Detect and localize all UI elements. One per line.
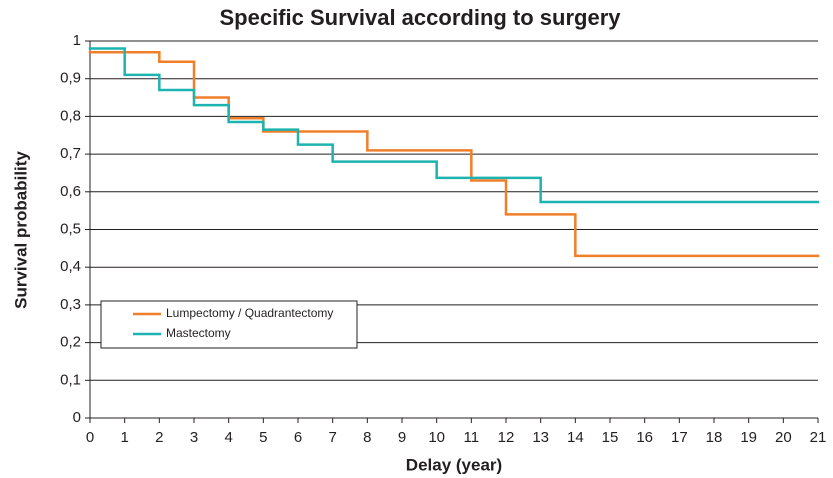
y-axis-label: Survival probability: [11, 151, 30, 309]
x-tick-label: 19: [740, 429, 757, 446]
x-tick-label: 7: [328, 429, 336, 446]
x-tick-label: 18: [706, 429, 723, 446]
x-tick-label: 20: [775, 429, 792, 446]
y-tick-label: 0: [73, 409, 81, 426]
y-tick-label: 0,3: [60, 296, 81, 313]
y-tick-label: 0,4: [60, 258, 81, 275]
x-tick-label: 11: [464, 429, 480, 446]
x-tick-label: 17: [671, 429, 688, 446]
x-tick-label: 21: [810, 429, 827, 446]
y-tick-label: 0,9: [60, 70, 81, 87]
x-tick-label: 15: [602, 429, 619, 446]
x-tick-label: 8: [363, 429, 371, 446]
x-tick-label: 0: [86, 429, 94, 446]
legend-label: Lumpectomy / Quadrantectomy: [166, 306, 333, 320]
y-tick-label: 0,6: [60, 183, 81, 200]
x-tick-label: 12: [498, 429, 515, 446]
y-tick-label: 0,5: [60, 220, 81, 237]
x-tick-label: 13: [532, 429, 549, 446]
x-tick-label: 16: [636, 429, 653, 446]
y-tick-label: 1: [73, 32, 81, 49]
legend-box: [100, 300, 358, 349]
y-tick-label: 0,8: [60, 107, 81, 124]
x-tick-label: 6: [294, 429, 302, 446]
chart-title: Specific Survival according to surgery: [219, 5, 621, 30]
x-tick-label: 2: [155, 429, 163, 446]
x-tick-label: 9: [398, 429, 406, 446]
x-tick-label: 3: [190, 429, 198, 446]
x-tick-label: 1: [120, 429, 128, 446]
y-tick-label: 0,2: [60, 334, 81, 351]
y-tick-label: 0,7: [60, 145, 81, 162]
x-tick-label: 14: [567, 429, 584, 446]
x-tick-label: 5: [259, 429, 267, 446]
y-tick-label: 0,1: [60, 371, 81, 388]
x-tick-label: 4: [224, 429, 232, 446]
x-axis-label: Delay (year): [406, 455, 502, 474]
legend-label: Mastectomy: [166, 326, 231, 340]
x-tick-label: 10: [428, 429, 445, 446]
